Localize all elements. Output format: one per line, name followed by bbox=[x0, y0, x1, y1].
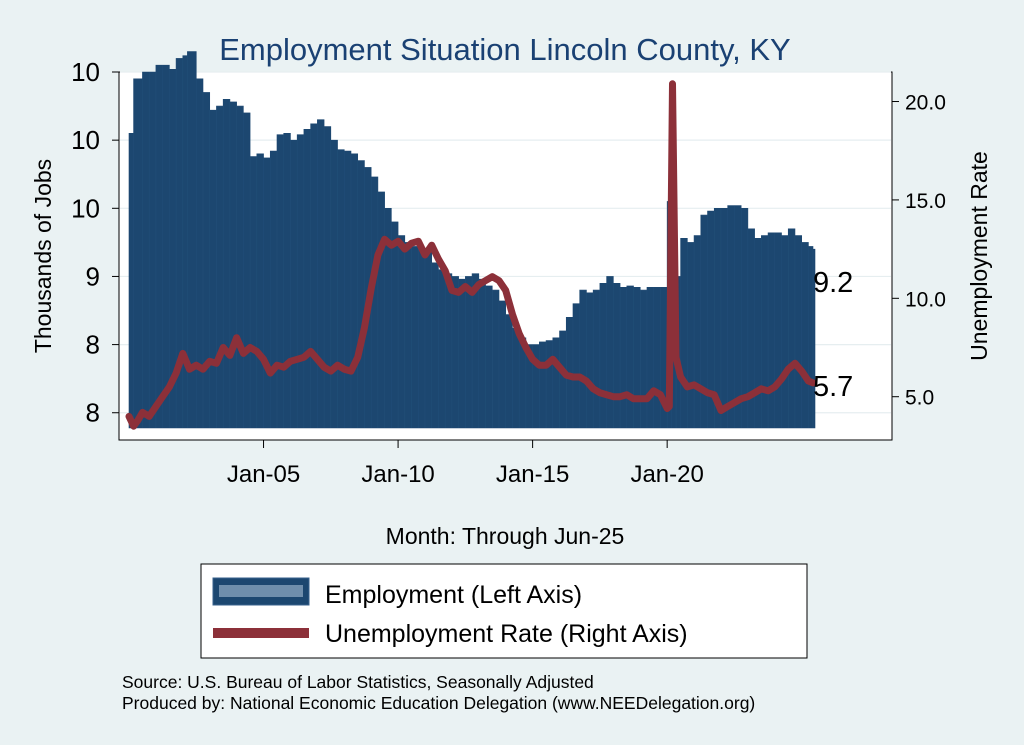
source-notes: Source: U.S. Bureau of Labor Statistics,… bbox=[122, 672, 755, 714]
legend-label-unemployment: Unemployment Rate (Right Axis) bbox=[325, 620, 688, 648]
legend-label-employment: Employment (Left Axis) bbox=[325, 581, 582, 609]
x-axis-title: Month: Through Jun-25 bbox=[386, 523, 625, 549]
legend-swatch-employment-highlight bbox=[219, 585, 303, 597]
source-line: Source: U.S. Bureau of Labor Statistics,… bbox=[122, 672, 594, 692]
left-tick-label-3: 10 bbox=[71, 193, 100, 223]
left-axis-title: Thousands of Jobs bbox=[30, 159, 56, 353]
legend-box bbox=[200, 563, 808, 659]
x-tick-label-3: Jan-20 bbox=[630, 461, 703, 488]
unemployment-rate-line bbox=[125, 80, 817, 430]
legend: Employment (Left Axis) Unemployment Rate… bbox=[200, 563, 808, 659]
unemployment-last-value-label: 5.7 bbox=[813, 371, 853, 403]
right-axis-title: Unemployment Rate bbox=[966, 151, 992, 361]
employment-bar-area bbox=[128, 51, 816, 429]
right-y-axis: 5.0 10.0 15.0 20.0 bbox=[892, 92, 946, 410]
left-tick-label-2: 9 bbox=[86, 261, 100, 291]
left-tick-label-5: 10 bbox=[71, 57, 100, 87]
employment-last-value-label: 9.2 bbox=[813, 267, 853, 299]
right-tick-label-0: 5.0 bbox=[905, 387, 934, 410]
left-tick-label-0: 8 bbox=[86, 398, 100, 428]
right-tick-label-1: 10.0 bbox=[905, 288, 946, 311]
x-tick-label-2: Jan-15 bbox=[496, 461, 569, 488]
left-tick-label-4: 10 bbox=[71, 125, 100, 155]
unemployment-line bbox=[125, 80, 817, 430]
left-y-axis: 8 8 9 10 10 10 bbox=[71, 57, 119, 428]
chart-title: Employment Situation Lincoln County, KY bbox=[219, 32, 791, 67]
right-tick-label-2: 15.0 bbox=[905, 190, 946, 213]
x-tick-label-1: Jan-10 bbox=[361, 461, 434, 488]
right-tick-label-3: 20.0 bbox=[905, 92, 946, 115]
producer-line: Produced by: National Economic Education… bbox=[122, 693, 756, 713]
x-tick-label-0: Jan-05 bbox=[227, 461, 300, 488]
left-tick-label-1: 8 bbox=[86, 330, 100, 360]
x-axis: Jan-05 Jan-10 Jan-15 Jan-20 bbox=[227, 440, 704, 488]
